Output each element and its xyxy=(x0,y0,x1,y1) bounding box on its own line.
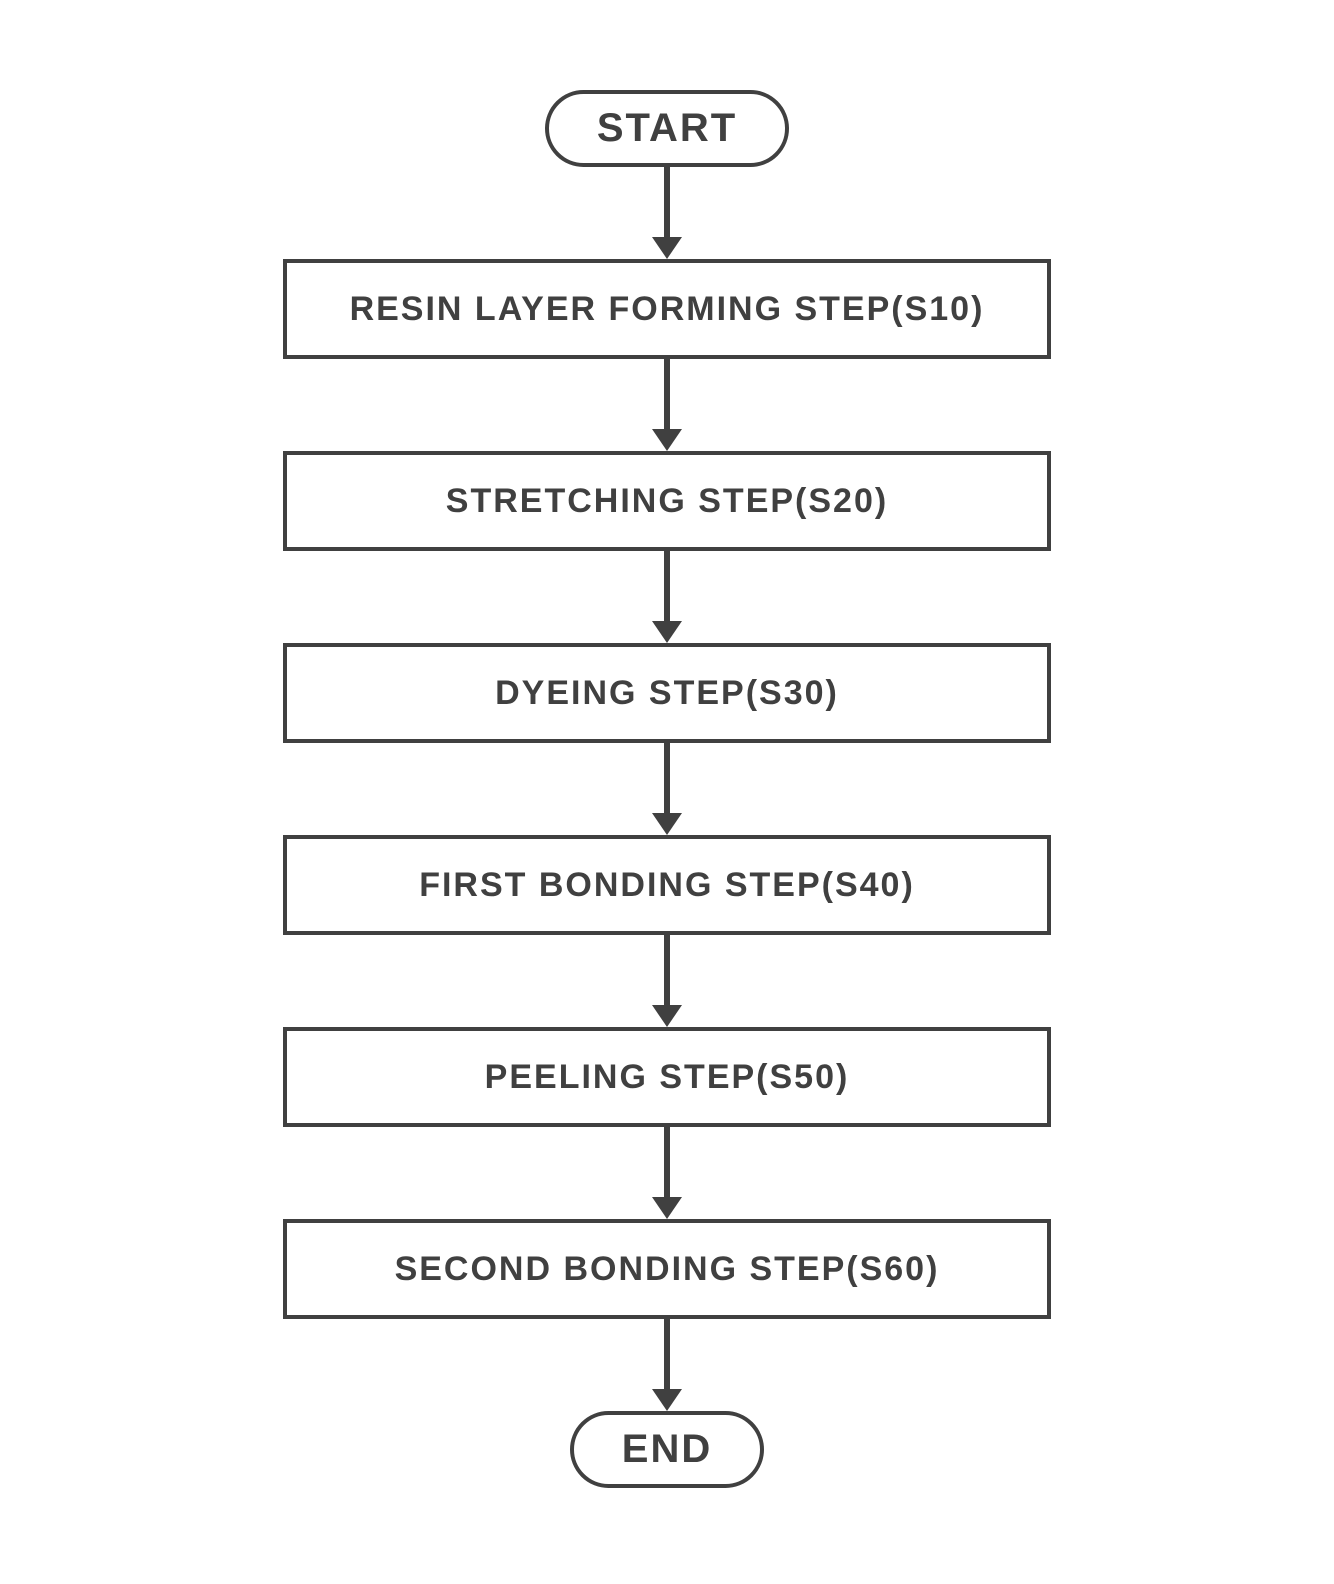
node-end: END xyxy=(570,1411,764,1488)
arrow-s60-end xyxy=(652,1319,682,1411)
arrow-head-icon xyxy=(652,621,682,643)
node-s60: SECOND BONDING STEP(S60) xyxy=(283,1219,1051,1319)
node-s40: FIRST BONDING STEP(S40) xyxy=(283,835,1051,935)
arrow-s30-s40 xyxy=(652,743,682,835)
arrow-shaft xyxy=(664,167,670,237)
arrow-shaft xyxy=(664,1319,670,1389)
arrow-shaft xyxy=(664,1127,670,1197)
arrow-shaft xyxy=(664,359,670,429)
arrow-head-icon xyxy=(652,813,682,835)
node-s50: PEELING STEP(S50) xyxy=(283,1027,1051,1127)
arrow-head-icon xyxy=(652,1005,682,1027)
arrow-head-icon xyxy=(652,237,682,259)
arrow-shaft xyxy=(664,743,670,813)
arrow-shaft xyxy=(664,551,670,621)
arrow-s10-s20 xyxy=(652,359,682,451)
arrow-s50-s60 xyxy=(652,1127,682,1219)
flowchart-canvas: START RESIN LAYER FORMING STEP(S10) STRE… xyxy=(0,0,1334,1584)
arrow-start-s10 xyxy=(652,167,682,259)
arrow-s20-s30 xyxy=(652,551,682,643)
node-s30: DYEING STEP(S30) xyxy=(283,643,1051,743)
arrow-head-icon xyxy=(652,1197,682,1219)
node-start: START xyxy=(545,90,789,167)
flowchart: START RESIN LAYER FORMING STEP(S10) STRE… xyxy=(283,90,1051,1488)
node-s10: RESIN LAYER FORMING STEP(S10) xyxy=(283,259,1051,359)
node-s20: STRETCHING STEP(S20) xyxy=(283,451,1051,551)
arrow-head-icon xyxy=(652,429,682,451)
arrow-shaft xyxy=(664,935,670,1005)
arrow-s40-s50 xyxy=(652,935,682,1027)
arrow-head-icon xyxy=(652,1389,682,1411)
